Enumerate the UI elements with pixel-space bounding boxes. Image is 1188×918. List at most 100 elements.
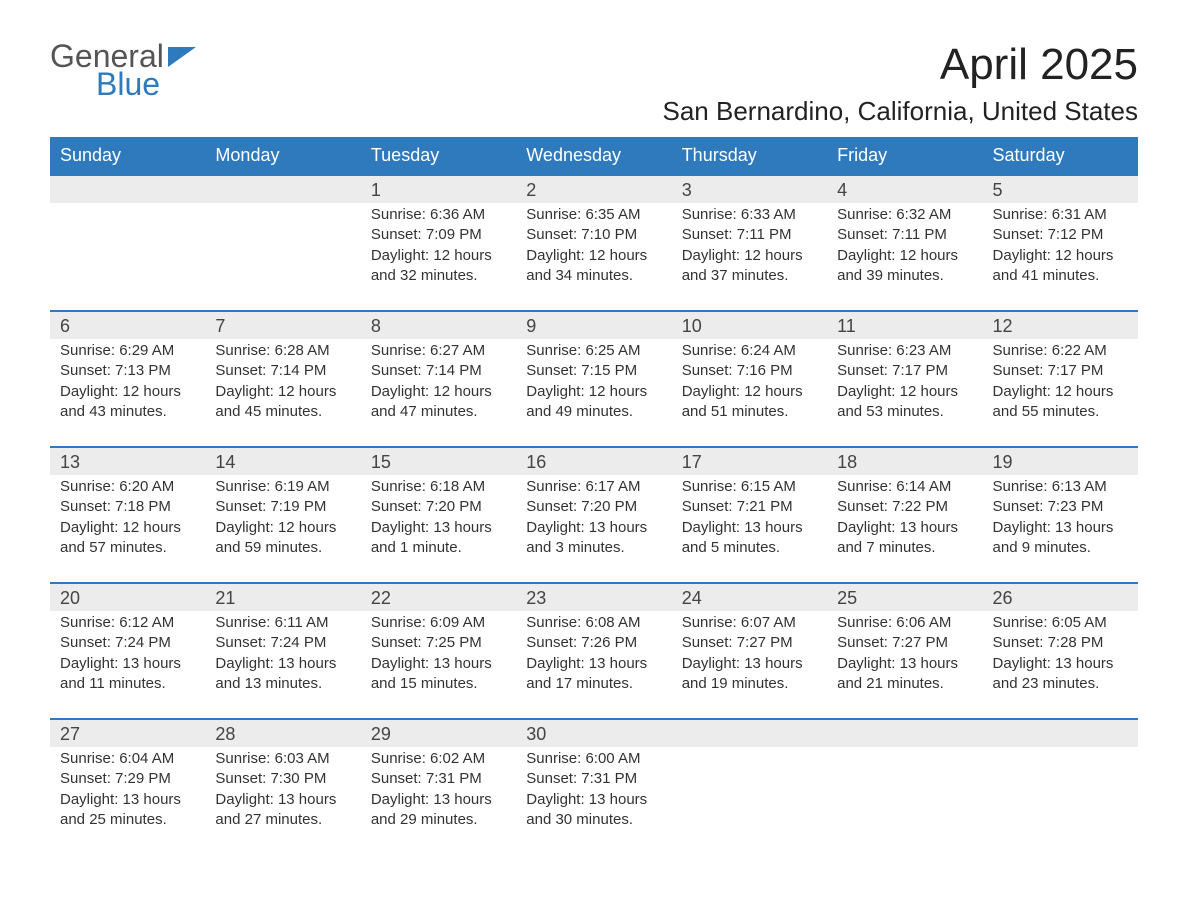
day-content-cell: Sunrise: 6:02 AMSunset: 7:31 PMDaylight:… (361, 747, 516, 855)
sunrise-line: Sunrise: 6:07 AM (682, 613, 817, 633)
day-content-cell: Sunrise: 6:12 AMSunset: 7:24 PMDaylight:… (50, 611, 205, 719)
day-number-cell: 17 (672, 447, 827, 475)
day-content-cell: Sunrise: 6:00 AMSunset: 7:31 PMDaylight:… (516, 747, 671, 855)
daylight-line: Daylight: 12 hours and 37 minutes. (682, 246, 817, 287)
weekday-header-row: SundayMondayTuesdayWednesdayThursdayFrid… (50, 137, 1138, 175)
day-number-cell: 26 (983, 583, 1138, 611)
logo-text-blue: Blue (96, 68, 196, 100)
sunrise-line: Sunrise: 6:17 AM (526, 477, 661, 497)
sunset-line: Sunset: 7:30 PM (215, 769, 350, 789)
weekday-header: Tuesday (361, 137, 516, 175)
daylight-line: Daylight: 13 hours and 13 minutes. (215, 654, 350, 695)
sunset-line: Sunset: 7:11 PM (837, 225, 972, 245)
day-number-cell: 1 (361, 175, 516, 203)
sunrise-line: Sunrise: 6:19 AM (215, 477, 350, 497)
daylight-line: Daylight: 13 hours and 1 minute. (371, 518, 506, 559)
day-content-cell: Sunrise: 6:32 AMSunset: 7:11 PMDaylight:… (827, 203, 982, 311)
day-number-cell: 5 (983, 175, 1138, 203)
sunrise-line: Sunrise: 6:25 AM (526, 341, 661, 361)
sunset-line: Sunset: 7:31 PM (526, 769, 661, 789)
day-number-row: 6789101112 (50, 311, 1138, 339)
day-content-cell: Sunrise: 6:14 AMSunset: 7:22 PMDaylight:… (827, 475, 982, 583)
logo: General Blue (50, 40, 196, 100)
day-content-cell: Sunrise: 6:15 AMSunset: 7:21 PMDaylight:… (672, 475, 827, 583)
day-content-cell (205, 203, 360, 311)
day-number-cell: 8 (361, 311, 516, 339)
day-content-cell: Sunrise: 6:04 AMSunset: 7:29 PMDaylight:… (50, 747, 205, 855)
sunrise-line: Sunrise: 6:14 AM (837, 477, 972, 497)
day-content-row: Sunrise: 6:20 AMSunset: 7:18 PMDaylight:… (50, 475, 1138, 583)
day-number-cell: 12 (983, 311, 1138, 339)
daylight-line: Daylight: 12 hours and 49 minutes. (526, 382, 661, 423)
sunset-line: Sunset: 7:29 PM (60, 769, 195, 789)
title-block: April 2025 San Bernardino, California, U… (663, 40, 1139, 137)
day-number-cell: 2 (516, 175, 671, 203)
sunset-line: Sunset: 7:14 PM (371, 361, 506, 381)
day-number-row: 27282930 (50, 719, 1138, 747)
day-content-row: Sunrise: 6:04 AMSunset: 7:29 PM Daylight:… (50, 747, 1138, 855)
day-content-cell: Sunrise: 6:27 AMSunset: 7:14 PMDaylight:… (361, 339, 516, 447)
location-subtitle: San Bernardino, California, United State… (663, 96, 1139, 127)
day-content-cell: Sunrise: 6:25 AMSunset: 7:15 PMDaylight:… (516, 339, 671, 447)
flag-icon (168, 47, 196, 67)
day-content-cell: Sunrise: 6:07 AMSunset: 7:27 PMDaylight:… (672, 611, 827, 719)
sunset-line: Sunset: 7:27 PM (682, 633, 817, 653)
sunrise-line: Sunrise: 6:04 AM (60, 749, 195, 769)
sunrise-line: Sunrise: 6:36 AM (371, 205, 506, 225)
sunset-line: Sunset: 7:31 PM (371, 769, 506, 789)
sunrise-line: Sunrise: 6:13 AM (993, 477, 1128, 497)
day-number-cell: 11 (827, 311, 982, 339)
day-number-cell: 13 (50, 447, 205, 475)
sunrise-line: Sunrise: 6:03 AM (215, 749, 350, 769)
day-content-cell (827, 747, 982, 855)
sunset-line: Sunset: 7:16 PM (682, 361, 817, 381)
daylight-line: Daylight: 13 hours and 29 minutes. (371, 790, 506, 831)
sunset-line: Sunset: 7:28 PM (993, 633, 1128, 653)
day-content-cell: Sunrise: 6:35 AMSunset: 7:10 PMDaylight:… (516, 203, 671, 311)
daylight-line: Daylight: 13 hours and 11 minutes. (60, 654, 195, 695)
daylight-line: Daylight: 12 hours and 47 minutes. (371, 382, 506, 423)
sunrise-line: Sunrise: 6:08 AM (526, 613, 661, 633)
sunset-line: Sunset: 7:25 PM (371, 633, 506, 653)
sunrise-line: Sunrise: 6:18 AM (371, 477, 506, 497)
sunset-line: Sunset: 7:17 PM (993, 361, 1128, 381)
daylight-line: Daylight: 12 hours and 34 minutes. (526, 246, 661, 287)
sunrise-line: Sunrise: 6:31 AM (993, 205, 1128, 225)
day-number-cell: 23 (516, 583, 671, 611)
daylight-line: Daylight: 13 hours and 21 minutes. (837, 654, 972, 695)
day-number-row: 20212223242526 (50, 583, 1138, 611)
daylight-line: Daylight: 13 hours and 30 minutes. (526, 790, 661, 831)
day-number-cell (205, 175, 360, 203)
calendar-body: 12345Sunrise: 6:36 AMSunset: 7:09 PMDayl… (50, 175, 1138, 855)
sunset-line: Sunset: 7:13 PM (60, 361, 195, 381)
sunset-line: Sunset: 7:24 PM (215, 633, 350, 653)
day-content-cell: Sunrise: 6:36 AMSunset: 7:09 PMDaylight:… (361, 203, 516, 311)
day-number-cell: 10 (672, 311, 827, 339)
day-content-cell: Sunrise: 6:06 AMSunset: 7:27 PMDaylight:… (827, 611, 982, 719)
daylight-line: Daylight: 12 hours and 53 minutes. (837, 382, 972, 423)
day-number-cell: 24 (672, 583, 827, 611)
day-content-cell: Sunrise: 6:29 AMSunset: 7:13 PMDaylight:… (50, 339, 205, 447)
sunrise-line: Sunrise: 6:20 AM (60, 477, 195, 497)
header-row: General Blue April 2025 San Bernardino, … (50, 40, 1138, 137)
day-content-cell: Sunrise: 6:05 AMSunset: 7:28 PMDaylight:… (983, 611, 1138, 719)
sunset-line: Sunset: 7:14 PM (215, 361, 350, 381)
sunrise-line: Sunrise: 6:27 AM (371, 341, 506, 361)
day-content-cell: Sunrise: 6:08 AMSunset: 7:26 PMDaylight:… (516, 611, 671, 719)
day-number-cell: 30 (516, 719, 671, 747)
daylight-line: Daylight: 12 hours and 41 minutes. (993, 246, 1128, 287)
sunrise-line: Sunrise: 6:11 AM (215, 613, 350, 633)
day-number-cell (672, 719, 827, 747)
day-number-cell (50, 175, 205, 203)
day-number-cell: 3 (672, 175, 827, 203)
day-number-row: 13141516171819 (50, 447, 1138, 475)
day-content-cell: Sunrise: 6:22 AMSunset: 7:17 PMDaylight:… (983, 339, 1138, 447)
daylight-line: Daylight: 12 hours and 39 minutes. (837, 246, 972, 287)
sunrise-line: Sunrise: 6:22 AM (993, 341, 1128, 361)
daylight-line: Daylight: 13 hours and 17 minutes. (526, 654, 661, 695)
sunset-line: Sunset: 7:23 PM (993, 497, 1128, 517)
sunset-line: Sunset: 7:17 PM (837, 361, 972, 381)
daylight-line: Daylight: 12 hours and 45 minutes. (215, 382, 350, 423)
sunset-line: Sunset: 7:27 PM (837, 633, 972, 653)
day-content-row: Sunrise: 6:29 AMSunset: 7:13 PMDaylight:… (50, 339, 1138, 447)
